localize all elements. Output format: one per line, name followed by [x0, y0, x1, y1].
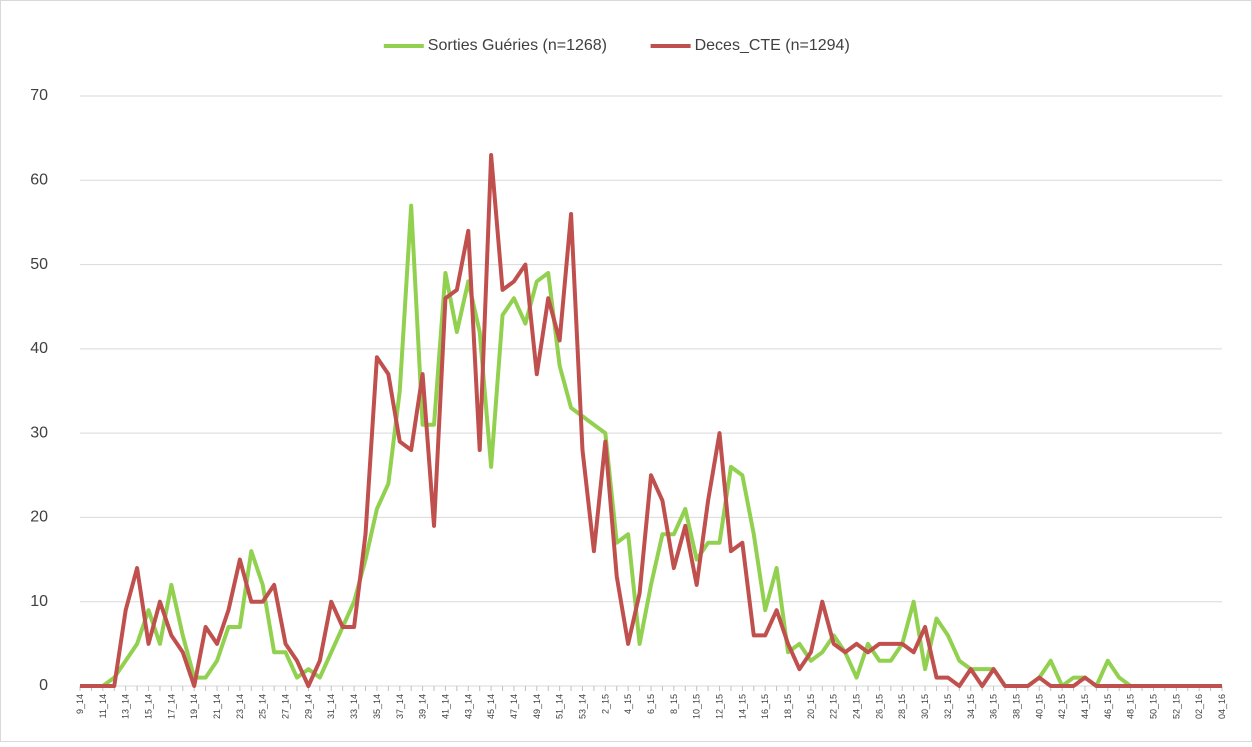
y-tick-label: 30: [30, 424, 48, 441]
x-tick-label: 50_15: [1148, 694, 1158, 719]
x-tick-label: 42_15: [1057, 694, 1067, 719]
x-tick-label: 33_14: [349, 694, 359, 719]
x-tick-label: 13_14: [121, 694, 131, 719]
x-tick-label: 28_15: [897, 694, 907, 719]
x-tick-label: 40_15: [1034, 694, 1044, 719]
x-tick-label: 8_15: [669, 694, 679, 714]
x-tick-label: 45_14: [486, 694, 496, 719]
x-tick-label: 34_15: [966, 694, 976, 719]
x-tick-label: 52_15: [1171, 694, 1181, 719]
x-tick-label: 31_14: [326, 694, 336, 719]
x-tick-label: 6_15: [646, 694, 656, 714]
x-tick-label: 41_14: [440, 694, 450, 719]
x-tick-label: 14_15: [737, 694, 747, 719]
x-tick-label: 02_16: [1194, 694, 1204, 719]
x-tick-label: 11_14: [98, 694, 108, 718]
x-tick-label: 35_14: [372, 694, 382, 719]
x-tick-label: 21_14: [212, 694, 222, 719]
x-tick-label: 15_14: [144, 694, 154, 719]
x-tick-label: 32_15: [943, 694, 953, 719]
y-tick-label: 60: [30, 172, 48, 189]
x-tick-label: 25_14: [258, 694, 268, 719]
x-tick-label: 19_14: [189, 694, 199, 719]
legend-label: Sorties Guéries (n=1268): [428, 37, 607, 54]
x-tick-label: 10_15: [692, 694, 702, 719]
x-tick-label: 37_14: [395, 694, 405, 719]
x-tick-label: 17_14: [166, 694, 176, 719]
x-tick-label: 27_14: [281, 694, 291, 719]
x-tick-label: 20_15: [806, 694, 816, 719]
x-tick-label: 44_15: [1080, 694, 1090, 719]
x-tick-label: 49_14: [532, 694, 542, 719]
x-tick-label: 9_14: [75, 694, 85, 714]
x-tick-label: 51_14: [555, 694, 565, 719]
x-tick-label: 2_15: [600, 694, 610, 714]
y-tick-label: 70: [30, 87, 48, 104]
x-tick-label: 43_14: [463, 694, 473, 719]
y-tick-label: 50: [30, 256, 48, 273]
legend-label: Deces_CTE (n=1294): [695, 37, 850, 54]
x-tick-label: 29_14: [303, 694, 313, 719]
x-tick-label: 04_16: [1217, 694, 1227, 719]
x-tick-label: 4_15: [623, 694, 633, 714]
series-line: [80, 153, 1222, 688]
x-tick-label: 16_15: [760, 694, 770, 719]
x-tick-label: 38_15: [1011, 694, 1021, 719]
x-tick-label: 46_15: [1103, 694, 1113, 719]
x-tick-label: 12_15: [715, 694, 725, 719]
x-tick-label: 47_14: [509, 694, 519, 719]
y-tick-label: 10: [30, 593, 48, 610]
x-tick-label: 53_14: [577, 694, 587, 719]
y-tick-label: 0: [39, 677, 48, 694]
x-tick-label: 26_15: [874, 694, 884, 719]
x-tick-label: 39_14: [418, 694, 428, 719]
x-tick-label: 22_15: [829, 694, 839, 719]
x-tick-label: 24_15: [852, 694, 862, 719]
x-tick-label: 48_15: [1126, 694, 1136, 719]
x-tick-label: 23_14: [235, 694, 245, 719]
x-tick-label: 18_15: [783, 694, 793, 719]
y-tick-label: 40: [30, 340, 48, 357]
x-tick-label: 30_15: [920, 694, 930, 719]
y-tick-label: 20: [30, 509, 48, 526]
x-tick-label: 36_15: [989, 694, 999, 719]
